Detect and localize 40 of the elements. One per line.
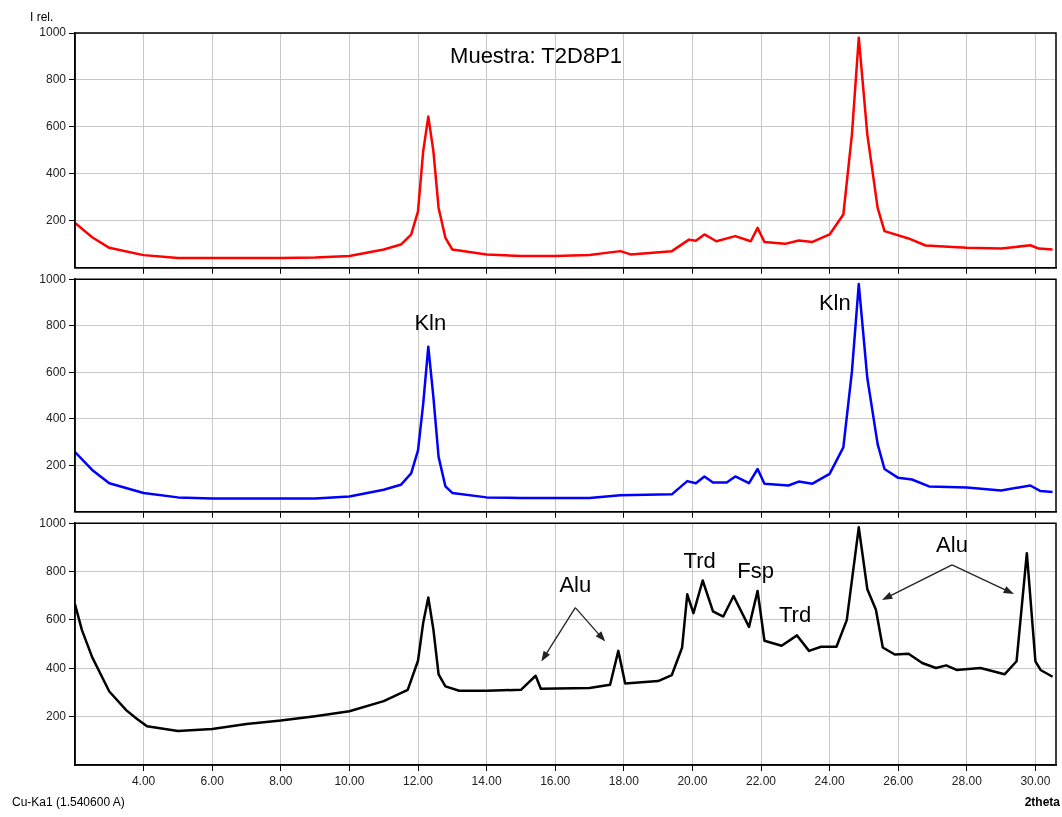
- y-tick-label: 600: [45, 364, 67, 379]
- x-tick-label: 16.00: [540, 773, 571, 788]
- text: Cu-Ka1 (1.540600 A): [12, 795, 125, 810]
- y-tick-label: 1000: [39, 271, 67, 286]
- x-tick-label: 4.00: [131, 773, 156, 788]
- y-tick-label: 200: [45, 213, 67, 228]
- annotation: Trd: [778, 602, 812, 628]
- annotation: Muestra: T2D8P1: [450, 43, 623, 69]
- x-tick-label: 26.00: [883, 773, 914, 788]
- x-tick-label: 18.00: [608, 773, 640, 788]
- x-axis-title: 2theta: [1024, 795, 1061, 810]
- annotation: Alu: [936, 531, 968, 557]
- x-tick-label: 14.00: [471, 773, 502, 788]
- x-tick-label: 10.00: [334, 773, 365, 788]
- y-tick-label: 1000: [39, 515, 67, 530]
- x-tick-label: 24.00: [814, 773, 845, 788]
- y-tick-label: 400: [45, 411, 67, 426]
- y-axis-title: I rel.: [30, 10, 54, 25]
- x-tick-label: 22.00: [746, 773, 777, 788]
- annotation: Fsp: [737, 557, 774, 583]
- y-tick-label: 600: [45, 119, 67, 134]
- y-tick-label: 600: [45, 612, 67, 627]
- y-tick-label: 200: [45, 708, 67, 723]
- y-tick-label: 800: [45, 318, 67, 333]
- y-tick-label: 400: [45, 166, 67, 181]
- x-tick-label: 20.00: [677, 773, 708, 788]
- annotation: Trd: [683, 547, 716, 573]
- y-tick-label: 800: [45, 72, 67, 87]
- annotation: Alu: [559, 571, 592, 597]
- y-tick-label: 400: [45, 660, 67, 675]
- y-tick-label: 200: [45, 457, 67, 472]
- x-tick-label: 8.00: [269, 773, 293, 788]
- annotation: Kln: [818, 290, 851, 316]
- y-tick-label: 1000: [39, 25, 67, 40]
- x-tick-label: 28.00: [951, 773, 983, 788]
- x-tick-label: 6.00: [200, 773, 225, 788]
- annotation: Kln: [414, 309, 447, 335]
- x-tick-label: 30.00: [1020, 773, 1051, 788]
- y-tick-label: 800: [45, 563, 67, 578]
- x-tick-label: 12.00: [402, 773, 434, 788]
